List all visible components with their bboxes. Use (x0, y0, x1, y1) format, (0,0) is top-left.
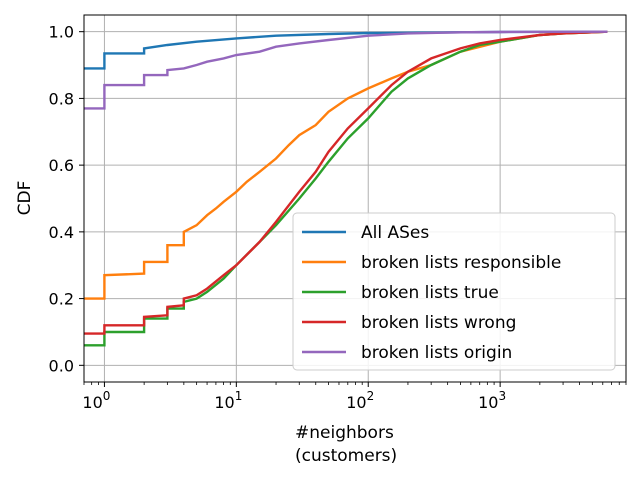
axis-ticks (79, 31, 627, 387)
x-tick-label: 100 (82, 389, 110, 412)
x-tick-label: 103 (478, 389, 506, 412)
y-axis-title: CDF (15, 181, 35, 216)
axis-labels: 100 101 102 103 0.0 0.2 0.4 0.6 0.8 1.0 (49, 23, 507, 412)
x-axis-title-line-2: (customers) (295, 446, 397, 466)
series-line-broken-lists-wrong (84, 30, 608, 335)
legend-label-all-ases: All ASes (361, 223, 429, 243)
y-tick-label: 0.8 (49, 89, 74, 108)
y-tick-label: 0.2 (49, 290, 74, 309)
legend-label-broken-lists-responsible: broken lists responsible (361, 253, 561, 273)
y-tick-label: 0.0 (49, 356, 74, 375)
series-line-broken-lists-true (84, 30, 608, 347)
legend-label-broken-lists-true: broken lists true (361, 283, 499, 303)
x-tick-label: 101 (214, 389, 242, 412)
plot-frame (83, 14, 627, 383)
x-tick-label: 102 (346, 389, 374, 412)
legend-box (292, 212, 616, 371)
y-tick-label: 0.6 (49, 156, 74, 175)
x-axis-title-line-1: #neighbors (295, 423, 394, 443)
series-line-broken-lists-origin (84, 30, 608, 110)
legend: All ASes broken lists responsible broken l… (292, 212, 616, 371)
series-lines (84, 30, 608, 347)
legend-label-broken-lists-wrong: broken lists wrong (361, 313, 516, 333)
legend-label-broken-lists-origin: broken lists origin (361, 343, 512, 363)
series-line-all-ases (84, 30, 608, 70)
y-tick-label: 0.4 (49, 223, 74, 242)
y-tick-label: 1.0 (49, 23, 74, 42)
